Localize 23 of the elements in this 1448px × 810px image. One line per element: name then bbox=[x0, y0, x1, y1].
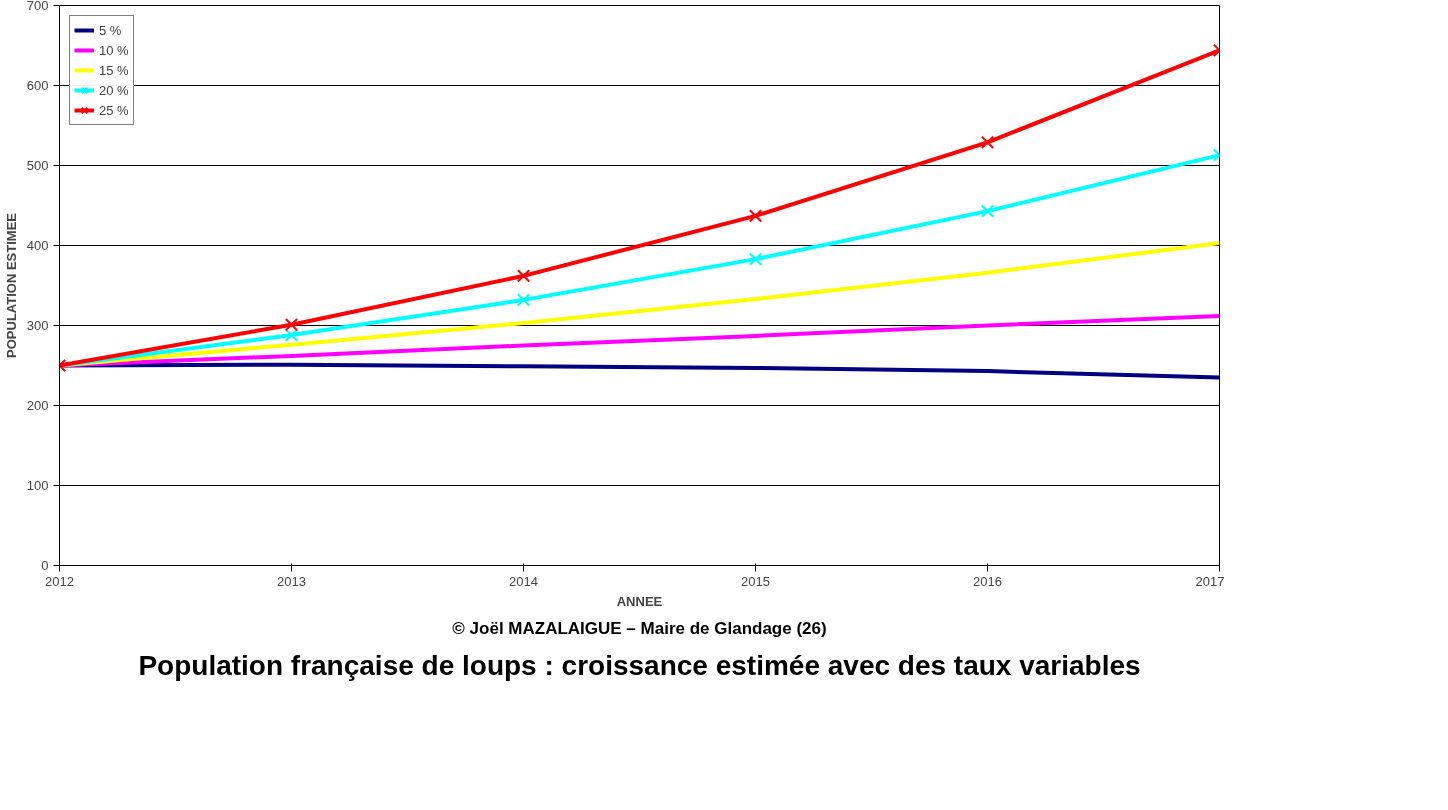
y-tick-label: 700 bbox=[26, 0, 49, 13]
x-axis-title: ANNEE bbox=[616, 593, 663, 609]
x-tick-label: 2013 bbox=[277, 573, 306, 589]
text: © Joël MAZALAIGUE – Maire de Glandage (26) bbox=[452, 618, 827, 638]
y-tick-label: 300 bbox=[26, 318, 49, 333]
legend-label: 25 % bbox=[99, 102, 129, 118]
y-axis-title: POPULATION ESTIMEE bbox=[3, 212, 19, 358]
x-tick-label: 2016 bbox=[973, 573, 1002, 589]
legend-label: 10 % bbox=[99, 42, 129, 58]
x-tick-label: 2014 bbox=[509, 573, 538, 589]
legend-label: 20 % bbox=[99, 82, 129, 98]
legend-label: 15 % bbox=[99, 62, 129, 78]
y-tick-label: 400 bbox=[26, 238, 49, 253]
y-tick-label: 200 bbox=[26, 398, 49, 413]
x-tick-label: 2017 bbox=[1195, 573, 1225, 589]
x-tick-label: 2015 bbox=[741, 573, 770, 589]
text: Population française de loups : croissance estimée avec des taux variables bbox=[138, 649, 1141, 681]
y-tick-label: 0 bbox=[41, 558, 49, 573]
y-tick-label: 100 bbox=[26, 478, 49, 493]
y-tick-label: 600 bbox=[26, 78, 49, 93]
x-tick-label: 2012 bbox=[45, 573, 74, 589]
y-tick-label: 500 bbox=[26, 158, 49, 173]
legend-label: 5 % bbox=[99, 22, 122, 38]
